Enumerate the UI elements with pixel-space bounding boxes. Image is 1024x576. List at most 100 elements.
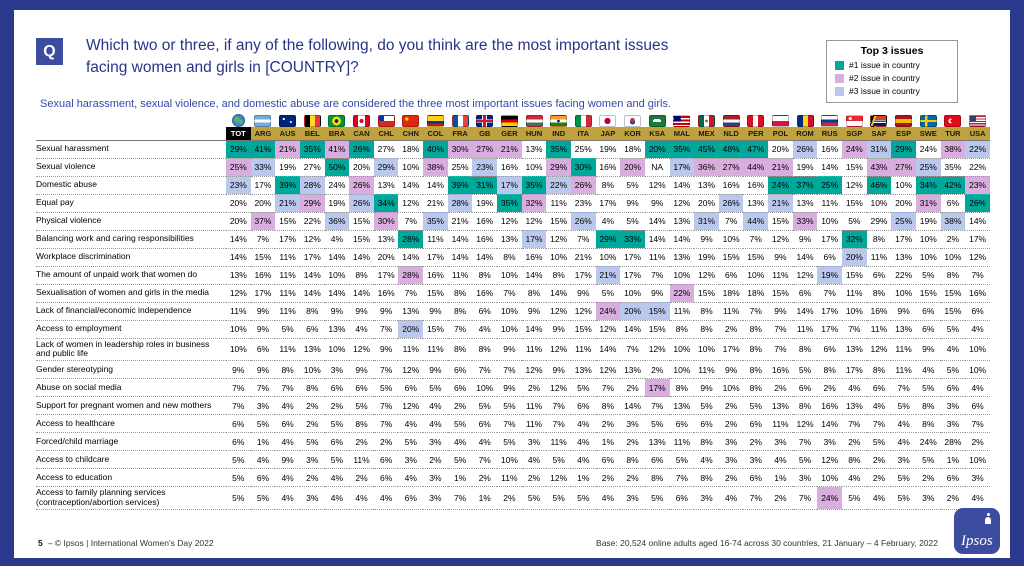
table-cell: 6% <box>570 396 596 416</box>
title-line-2: facing women and girls in [COUNTRY]? <box>86 58 359 76</box>
netherlands-flag-icon <box>722 114 740 127</box>
table-cell: NA <box>644 158 670 177</box>
table-cell: 4% <box>275 432 300 452</box>
table-cell: 10% <box>743 266 769 285</box>
table-cell: 16% <box>423 266 448 285</box>
table-cell: 2% <box>324 396 350 416</box>
table-cell: 28% <box>299 176 325 195</box>
table-row: Sexual violence 25% 33% 19% 27% 50% 20% 29% 10% 3… <box>36 158 990 177</box>
table-cell: 6% <box>915 320 941 339</box>
table-cell: 6% <box>940 194 966 213</box>
table-cell: 5% <box>940 360 966 380</box>
table-cell: 7% <box>250 378 276 398</box>
table-cell: 14% <box>324 248 350 267</box>
table-cell: 18% <box>743 284 769 303</box>
table-cell: 9% <box>423 302 448 321</box>
mexico-flag-icon <box>697 114 715 127</box>
table-cell: 9% <box>644 284 670 303</box>
table-cell: 7% <box>546 414 571 434</box>
column-header-pol: POL <box>768 127 793 141</box>
table-cell: 3% <box>299 486 325 510</box>
table-cell: 6% <box>965 396 990 416</box>
row-label: Access to healthcare <box>36 414 226 434</box>
turkey-flag-icon <box>944 114 962 127</box>
table-cell: 14% <box>349 248 374 267</box>
table-cell: 10% <box>620 284 645 303</box>
table-cell: 6% <box>398 486 424 510</box>
table-cell: 29% <box>226 140 251 159</box>
table-cell: 5% <box>694 396 719 416</box>
table-cell: 5% <box>226 468 251 488</box>
table-cell: 16% <box>595 158 621 177</box>
table-cell: 25% <box>891 212 916 231</box>
table-cell: 5% <box>546 450 571 470</box>
table-cell: 3% <box>718 450 744 470</box>
table-cell: 29% <box>299 194 325 213</box>
table-cell: 24% <box>768 176 793 195</box>
table-cell: 26% <box>718 194 744 213</box>
table-cell: 5% <box>669 450 695 470</box>
table-cell: 13% <box>226 266 251 285</box>
japan-flag-icon <box>599 114 617 127</box>
table-cell: 9% <box>275 450 300 470</box>
table-cell: 26% <box>792 140 818 159</box>
table-cell: 7% <box>965 414 990 434</box>
table-cell: 4% <box>595 212 621 231</box>
table-cell: 7% <box>226 378 251 398</box>
column-header-rom: ROM <box>792 127 818 141</box>
table-cell: 16% <box>718 176 744 195</box>
table-cell: 20% <box>373 248 399 267</box>
table-cell: 27% <box>891 158 916 177</box>
china-flag-icon <box>402 114 420 127</box>
table-cell: 8% <box>743 360 769 380</box>
table-cell: 12% <box>398 396 424 416</box>
table-cell: 20% <box>250 194 276 213</box>
table-cell: 10% <box>324 266 350 285</box>
bottom-strip <box>0 566 1024 576</box>
table-cell: 14% <box>299 284 325 303</box>
table-cell: 8% <box>546 266 571 285</box>
table-cell: 5% <box>743 396 769 416</box>
table-row: Workplace discrimination 14% 15% 11% 17% 14% 1… <box>36 248 990 267</box>
table-cell: 7% <box>546 396 571 416</box>
table-cell: 14% <box>620 320 645 339</box>
table-cell: 11% <box>275 266 300 285</box>
table-cell: 13% <box>842 396 867 416</box>
table-cell: 5% <box>423 378 448 398</box>
table-cell: 6% <box>669 486 695 510</box>
table-cell: 14% <box>669 176 695 195</box>
table-cell: 4% <box>866 396 892 416</box>
table-cell: 16% <box>866 302 892 321</box>
table-cell: 2% <box>743 432 769 452</box>
table-row: Gender stereotyping 9% 9% 8% 10% 3% 9% 7% 12% 9% 6… <box>36 360 990 380</box>
row-label: Sexual violence <box>36 158 226 177</box>
table-cell: 27% <box>472 140 498 159</box>
row-label: Domestic abuse <box>36 176 226 195</box>
table-cell: 1% <box>940 450 966 470</box>
table-cell: 10% <box>521 158 547 177</box>
column-header-sgp: SGP <box>842 127 867 141</box>
russia-flag-icon <box>821 114 839 127</box>
table-cell: 4% <box>694 450 719 470</box>
table-cell: 5% <box>570 486 596 510</box>
table-cell: 4% <box>398 414 424 434</box>
table-cell: 12% <box>644 338 670 362</box>
table-cell: 14% <box>447 248 473 267</box>
table-cell: 28% <box>940 432 966 452</box>
table-cell: 8% <box>275 360 300 380</box>
table-cell: 5% <box>644 486 670 510</box>
row-label: Balancing work and caring responsibiliti… <box>36 230 226 249</box>
table-cell: 21% <box>447 212 473 231</box>
table-cell: 12% <box>349 338 374 362</box>
table-row: Domestic abuse 23% 17% 39% 28% 24% 26% 13% 14% 14… <box>36 176 990 195</box>
table-cell: 4% <box>324 486 350 510</box>
table-cell: 10% <box>299 360 325 380</box>
table-cell: 15% <box>570 320 596 339</box>
table-cell: 17% <box>521 230 547 249</box>
table-cell: 4% <box>275 396 300 416</box>
copyright-text: © Ipsos | International Women's Day 2022 <box>54 538 214 548</box>
legend-title: Top 3 issues <box>860 45 924 57</box>
table-cell: 14% <box>324 284 350 303</box>
table-cell: 12% <box>792 266 818 285</box>
table-cell: 2% <box>595 414 621 434</box>
